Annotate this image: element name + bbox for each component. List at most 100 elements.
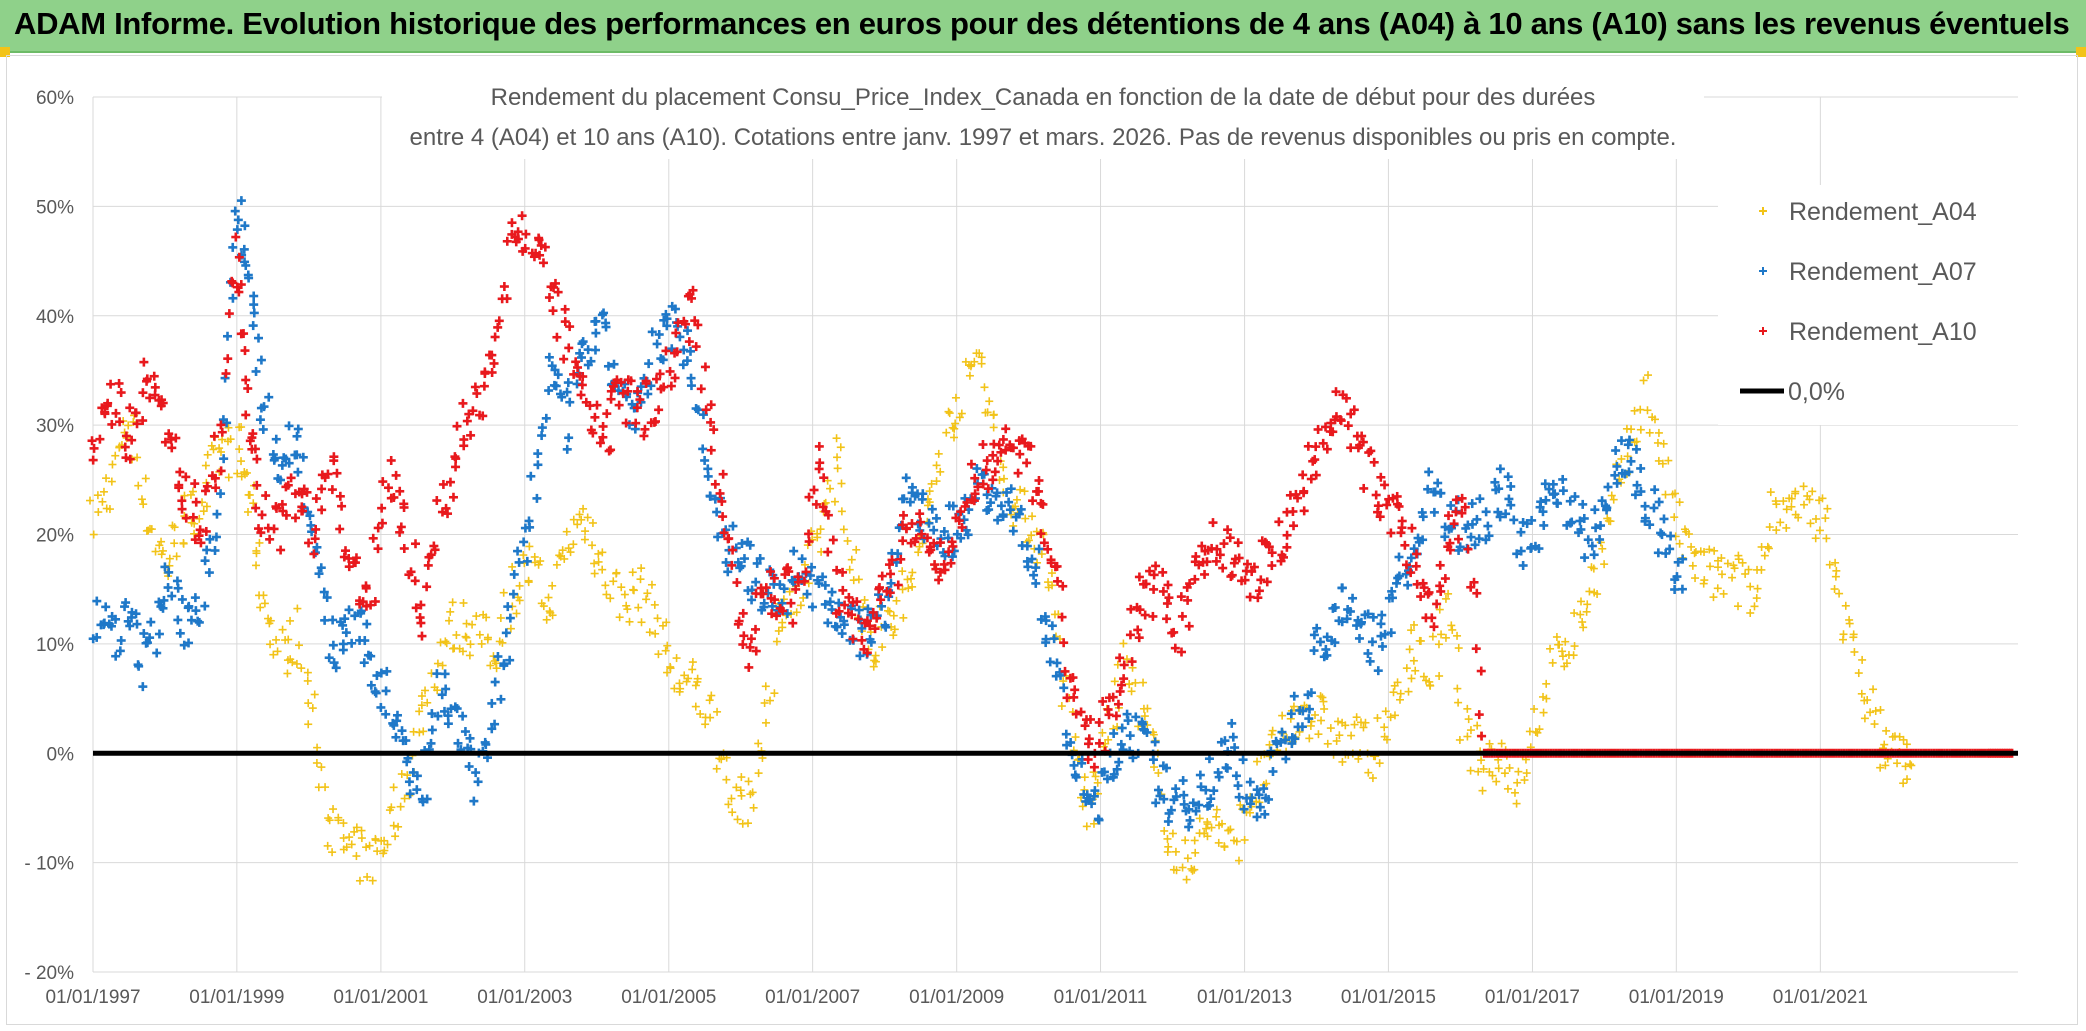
point-rendement-a04	[1880, 740, 1889, 749]
point-rendement-a07	[1640, 501, 1650, 511]
point-rendement-a07	[125, 621, 135, 631]
point-rendement-a04	[883, 606, 892, 615]
y-tick-label: - 20%	[24, 963, 74, 984]
legend-label: Rendement_A04	[1789, 198, 1977, 226]
point-rendement-a04	[293, 604, 302, 613]
point-rendement-a04	[286, 616, 295, 625]
point-rendement-a07	[564, 433, 574, 443]
point-rendement-a10	[1098, 696, 1108, 706]
point-rendement-a04	[717, 755, 726, 764]
point-rendement-a04	[1474, 767, 1483, 776]
point-rendement-a10	[479, 381, 489, 391]
point-rendement-a07	[1238, 755, 1248, 765]
point-rendement-a07	[322, 593, 332, 603]
point-rendement-a04	[914, 548, 923, 557]
point-rendement-a07	[553, 370, 563, 380]
point-rendement-a10	[411, 603, 421, 613]
point-rendement-a07	[1194, 800, 1204, 810]
point-rendement-a07	[1150, 737, 1160, 747]
point-rendement-a07	[1540, 479, 1550, 489]
point-rendement-a10	[317, 484, 327, 494]
point-rendement-a04	[397, 770, 406, 779]
point-rendement-a04	[871, 651, 880, 660]
point-rendement-a04	[1757, 565, 1766, 574]
x-tick-label: 01/01/2011	[1054, 987, 1148, 1008]
point-rendement-a10	[838, 567, 848, 577]
point-rendement-a10	[370, 597, 380, 607]
point-rendement-a07	[556, 389, 566, 399]
point-rendement-a10	[538, 258, 548, 268]
point-rendement-a10	[337, 501, 347, 511]
point-rendement-a10	[691, 342, 701, 352]
point-rendement-a10	[257, 510, 267, 520]
point-rendement-a04	[772, 637, 781, 646]
point-rendement-a04	[303, 676, 312, 685]
point-rendement-a04	[168, 521, 177, 530]
point-rendement-a04	[744, 777, 753, 786]
point-rendement-a04	[492, 659, 501, 668]
point-rendement-a04	[1823, 504, 1832, 513]
point-rendement-a07	[1640, 513, 1650, 523]
point-rendement-a10	[1170, 643, 1180, 653]
point-rendement-a07	[464, 762, 474, 772]
point-rendement-a04	[1835, 589, 1844, 598]
point-rendement-a04	[945, 409, 954, 418]
point-rendement-a07	[331, 663, 341, 673]
point-rendement-a07	[190, 593, 200, 603]
point-rendement-a04	[1671, 489, 1680, 498]
point-rendement-a07	[212, 509, 222, 519]
point-rendement-a07	[1518, 561, 1528, 571]
point-rendement-a07	[562, 444, 572, 454]
point-rendement-a04	[1182, 875, 1191, 884]
point-rendement-a10	[224, 309, 234, 319]
point-rendement-a04	[1771, 497, 1780, 506]
point-rendement-a10	[814, 441, 824, 451]
point-rendement-a10	[994, 440, 1004, 450]
point-rendement-a07	[200, 601, 210, 611]
point-rendement-a04	[170, 539, 179, 548]
point-rendement-a10	[271, 502, 281, 512]
point-rendement-a10	[236, 280, 246, 290]
point-rendement-a07	[698, 410, 708, 420]
point-rendement-a04	[368, 876, 377, 885]
point-rendement-a07	[1539, 520, 1549, 530]
point-rendement-a04	[1821, 514, 1830, 523]
point-rendement-a07	[670, 304, 680, 314]
point-rendement-a10	[138, 416, 148, 426]
point-rendement-a04	[357, 826, 366, 835]
point-rendement-a10	[396, 522, 406, 532]
point-rendement-a04	[577, 515, 586, 524]
point-rendement-a10	[1022, 458, 1032, 468]
point-rendement-a10	[410, 576, 420, 586]
point-rendement-a04	[1579, 623, 1588, 632]
point-rendement-a04	[1627, 425, 1636, 434]
point-rendement-a07	[1654, 497, 1664, 507]
point-rendement-a07	[363, 650, 373, 660]
point-rendement-a04	[569, 515, 578, 524]
point-rendement-a04	[462, 619, 471, 628]
point-rendement-a10	[445, 477, 455, 487]
point-rendement-a04	[636, 575, 645, 584]
point-rendement-a04	[266, 616, 275, 625]
point-rendement-a07	[526, 471, 536, 481]
point-rendement-a04	[1202, 824, 1211, 833]
point-rendement-a07	[939, 526, 949, 536]
point-rendement-a10	[395, 527, 405, 537]
point-rendement-a07	[228, 293, 238, 303]
point-rendement-a07	[820, 599, 830, 609]
point-rendement-a04	[365, 841, 374, 850]
point-rendement-a04	[1728, 573, 1737, 582]
point-rendement-a10	[571, 357, 581, 367]
point-rendement-a04	[637, 618, 646, 627]
point-rendement-a04	[1806, 519, 1815, 528]
point-rendement-a07	[901, 473, 911, 483]
point-rendement-a10	[241, 410, 251, 420]
point-rendement-a10	[946, 558, 956, 568]
point-rendement-a10	[1427, 613, 1437, 623]
point-rendement-a07	[376, 668, 386, 678]
point-rendement-a04	[172, 552, 181, 561]
chart-frame	[6, 55, 2078, 1025]
point-rendement-a10	[632, 386, 642, 396]
point-rendement-a07	[310, 548, 320, 558]
point-rendement-a10	[1119, 660, 1129, 670]
